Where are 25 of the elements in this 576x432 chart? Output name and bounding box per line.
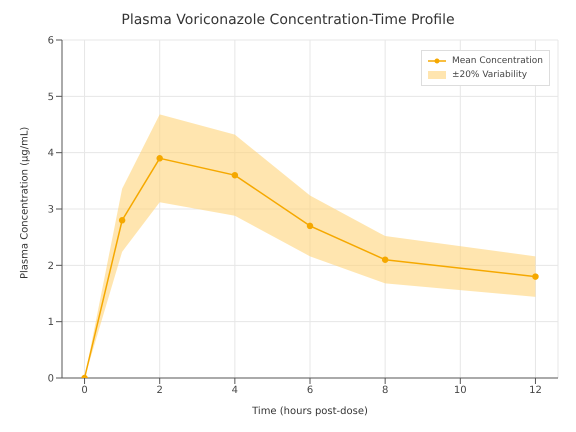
y-tick-label: 4 [48,148,54,160]
y-tick-label: 1 [48,317,54,328]
point [532,273,539,280]
y-tick-label: 6 [48,36,54,47]
x-tick-label: 10 [454,385,467,396]
x-tick-label: 0 [81,385,88,396]
point [156,155,163,162]
x-tick-label: 4 [232,385,238,396]
point [382,256,388,263]
x-tick-label: 8 [382,385,388,396]
x-tick-label: 6 [306,385,314,396]
y-axis-title: Plasma Concentration (µg/mL) [20,126,31,279]
chart-title: Plasma Voriconazole Concentration-Time Profile [120,11,456,30]
y-tick-label: 2 [48,260,54,272]
y-tick-label: 3 [48,204,54,216]
x-tick-label: 12 [529,385,542,396]
y-tick-label: 5 [48,92,54,103]
point [306,222,314,230]
y-tick-label: 0 [48,374,54,385]
point [232,172,238,178]
annotation: ±20% Variability [452,69,528,82]
legend-label: Mean Concentration [452,55,543,68]
point [118,217,126,224]
x-tick-label: 2 [156,385,163,396]
x-axis-title: Time (hours post-dose) [251,406,368,417]
